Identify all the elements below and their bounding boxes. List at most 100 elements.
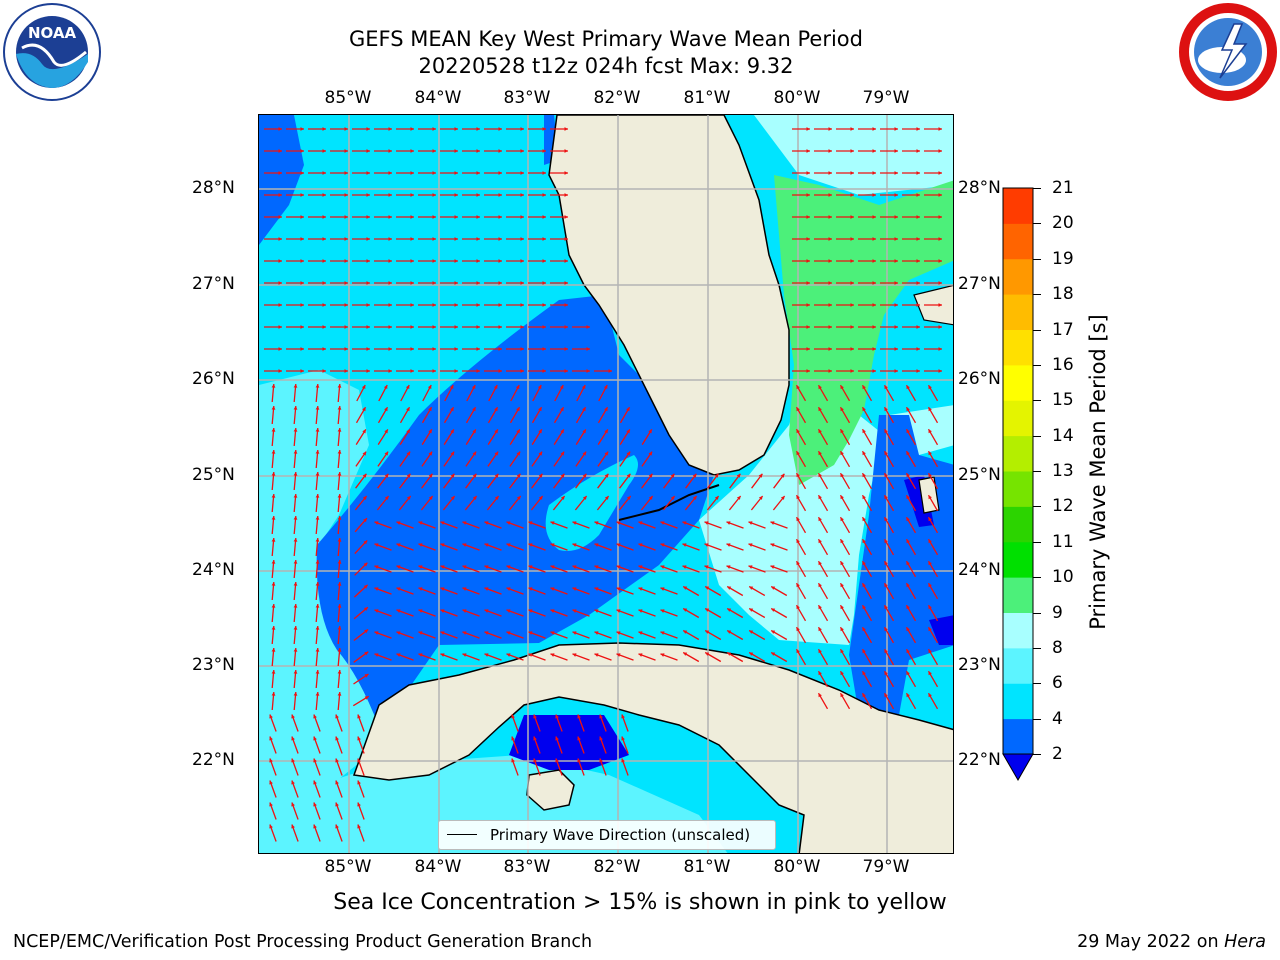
wave-direction-arrowhead: [638, 653, 643, 657]
wave-direction-arrowhead: [572, 565, 577, 569]
wave-direction-arrowhead: [850, 237, 854, 241]
wave-direction-arrowhead: [586, 369, 590, 373]
wave-direction-arrowhead: [542, 149, 546, 153]
wave-direction-arrowhead: [484, 609, 489, 613]
wave-direction-arrowhead: [938, 325, 942, 329]
wave-direction-arrowhead: [872, 303, 876, 307]
wave-direction-arrowhead: [906, 385, 910, 390]
wave-direction-arrowhead: [538, 429, 542, 434]
wave-direction-arrowhead: [850, 171, 854, 175]
wave-direction-arrowhead: [344, 325, 348, 329]
wave-direction-arrowhead: [337, 472, 342, 476]
wave-direction-arrowhead: [418, 631, 423, 635]
wave-direction-arrowhead: [594, 587, 599, 591]
colorbar-tick-mark: [1033, 683, 1041, 685]
wave-direction-arrowhead: [293, 560, 298, 564]
wave-direction-arrowhead: [410, 215, 414, 219]
wave-direction-arrowhead: [818, 429, 822, 434]
wave-direction-arrowhead: [405, 385, 410, 389]
wave-direction-arrowhead: [462, 587, 467, 591]
wave-direction-arrowhead: [736, 473, 741, 478]
wave-direction-arrowhead: [840, 407, 844, 412]
wave-direction-arrowhead: [432, 347, 436, 351]
wave-direction-arrowhead: [560, 496, 565, 500]
wave-direction-arrowhead: [884, 495, 888, 500]
chart-title: GEFS MEAN Key West Primary Wave Mean Per…: [349, 27, 863, 51]
wave-direction-arrowhead: [432, 193, 436, 197]
wave-direction-arrowhead: [818, 649, 822, 654]
wave-direction-arrowhead: [928, 495, 932, 500]
wave-direction-arrowhead: [498, 281, 502, 285]
wave-direction-arrowhead: [418, 543, 423, 547]
wave-direction-arrowhead: [906, 517, 910, 522]
lat-label-left: 28°N: [192, 178, 235, 198]
wave-direction-arrowhead: [498, 127, 502, 131]
wave-direction-arrowhead: [454, 325, 458, 329]
wave-direction-arrowhead: [818, 407, 822, 412]
wave-direction-arrowhead: [582, 496, 587, 500]
wave-direction-arrowhead: [894, 369, 898, 373]
wave-direction-arrowhead: [520, 149, 524, 153]
wave-direction-arrowhead: [498, 149, 502, 153]
wave-direction-arrowhead: [862, 627, 866, 632]
wave-direction-arrowhead: [683, 586, 688, 590]
wave-direction-arrowhead: [906, 539, 910, 544]
colorbar-tick-mark: [1033, 258, 1041, 260]
wave-direction-arrowhead: [315, 692, 320, 696]
wave-direction-arrowhead: [388, 303, 392, 307]
wave-direction-arrowhead: [315, 384, 320, 388]
wave-direction-arrowhead: [364, 607, 368, 611]
wave-direction-arrowhead: [916, 127, 920, 131]
wave-direction-arrowhead: [818, 605, 822, 610]
wave-direction-arrowhead: [704, 521, 709, 525]
wave-direction-arrowhead: [594, 543, 599, 547]
wave-direction-arrowhead: [293, 670, 298, 674]
wave-direction-arrowhead: [388, 193, 392, 197]
wave-direction-arrowhead: [313, 714, 317, 719]
wave-direction-arrowhead: [528, 521, 533, 525]
wave-direction-arrowhead: [542, 193, 546, 197]
wave-direction-arrowhead: [476, 237, 480, 241]
wave-direction-arrowhead: [906, 671, 910, 676]
wave-direction-arrowhead: [271, 428, 276, 432]
colorbar-tick-label: 13: [1052, 461, 1074, 481]
wave-direction-arrowhead: [313, 736, 317, 741]
wave-direction-arrowhead: [364, 629, 369, 634]
wave-direction-arrowhead: [374, 521, 379, 525]
wave-direction-arrowhead: [604, 407, 608, 412]
wave-direction-arrowhead: [476, 193, 480, 197]
wave-direction-arrowhead: [362, 496, 367, 500]
wave-direction-arrowhead: [542, 325, 546, 329]
wave-direction-arrowhead: [872, 171, 876, 175]
wave-direction-arrowhead: [840, 451, 844, 456]
wave-direction-arrowhead: [862, 583, 866, 588]
wave-direction-arrowhead: [484, 587, 489, 591]
wave-direction-arrowhead: [315, 406, 320, 410]
wave-direction-arrowhead: [357, 736, 361, 741]
wave-direction-arrowhead: [828, 171, 832, 175]
wave-direction-arrowhead: [315, 472, 320, 476]
wave-direction-arrowhead: [520, 171, 524, 175]
wave-direction-arrowhead: [494, 473, 499, 478]
wave-direction-arrowhead: [269, 736, 273, 741]
wave-direction-arrowhead: [366, 171, 370, 175]
wave-direction-arrowhead: [366, 237, 370, 241]
lon-label-top: 79°W: [862, 88, 910, 108]
lon-label-bottom: 81°W: [683, 857, 731, 877]
colorbar-tick-mark: [1033, 223, 1041, 225]
wave-direction-arrowhead: [928, 517, 932, 522]
wave-direction-arrowhead: [278, 347, 282, 351]
wave-direction-arrowhead: [884, 539, 888, 544]
wave-direction-arrowhead: [862, 517, 866, 522]
colorbar-tick-label: 21: [1052, 178, 1074, 198]
lon-label-top: 81°W: [683, 88, 731, 108]
wave-direction-arrowhead: [344, 149, 348, 153]
colorbar-tick-mark: [1033, 612, 1041, 614]
wave-direction-arrowhead: [520, 325, 524, 329]
wave-direction-arrowhead: [862, 407, 866, 412]
wave-direction-arrowhead: [337, 560, 342, 564]
wave-direction-arrowhead: [366, 325, 370, 329]
colorbar-tick-mark: [1033, 754, 1041, 755]
wave-direction-arrowhead: [872, 127, 876, 131]
wave-direction-arrowhead: [388, 325, 392, 329]
